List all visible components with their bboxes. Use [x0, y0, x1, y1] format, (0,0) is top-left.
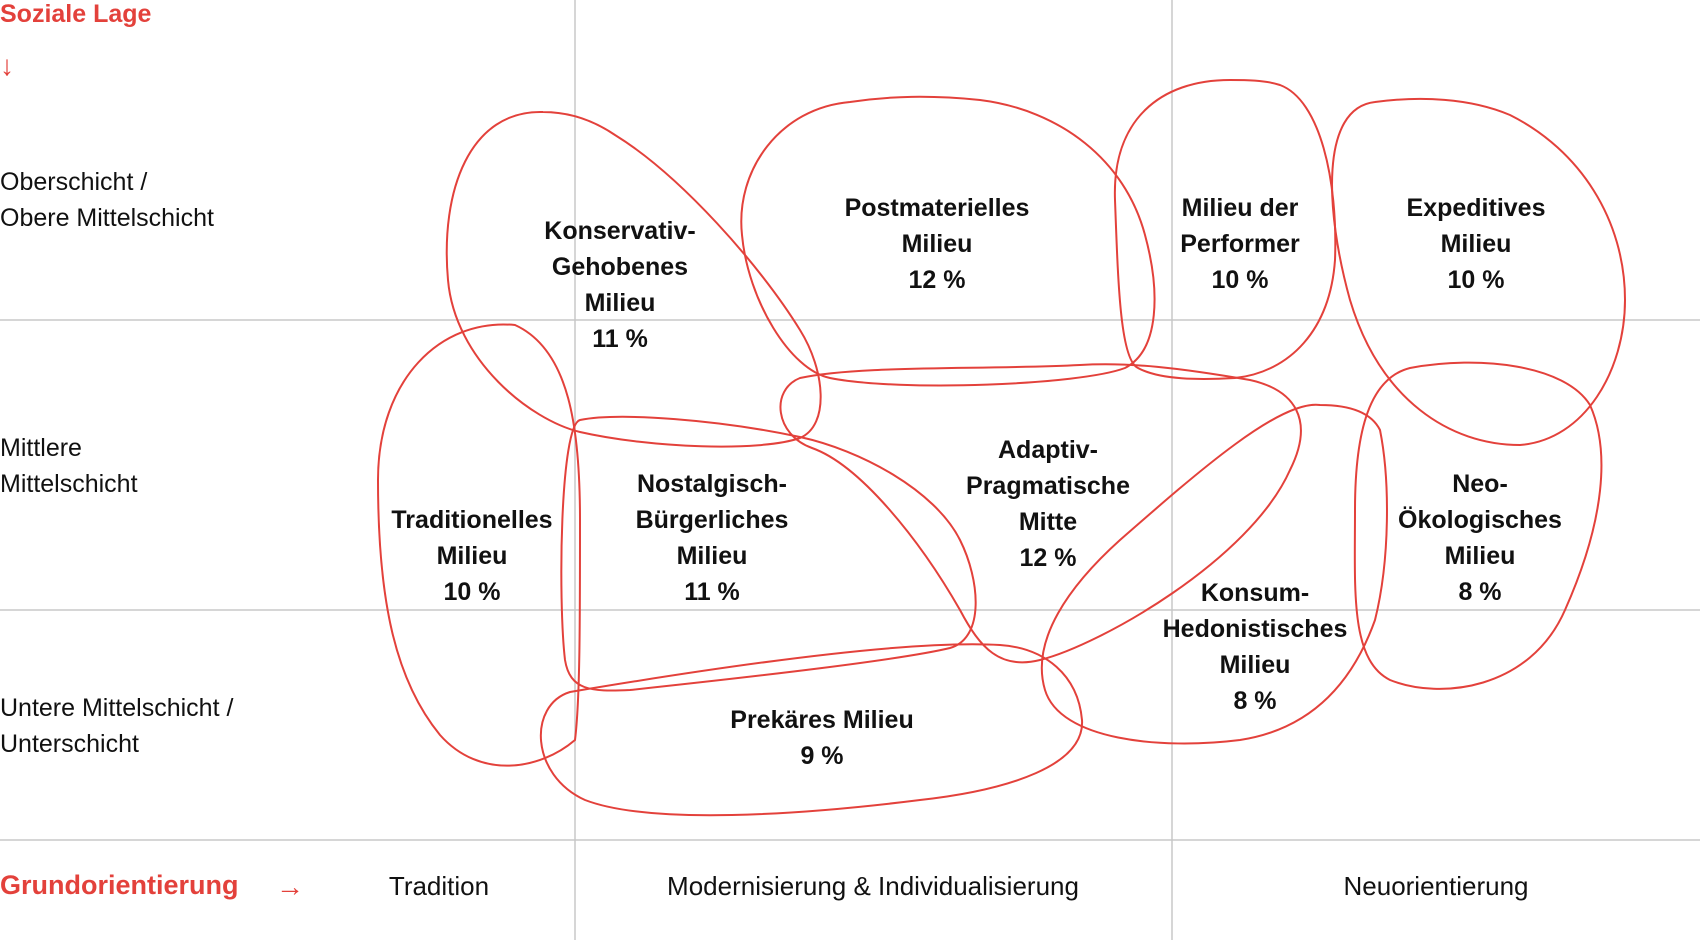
milieu-share: 9 % — [800, 742, 844, 770]
column-label-tradition: Tradition — [388, 871, 490, 901]
milieu-name-line: Nostalgisch- — [636, 470, 788, 498]
shape-konsum — [1040, 403, 1388, 745]
milieu-name-line: Milieu — [436, 542, 508, 570]
milieu-name-line: Konsum- — [1200, 579, 1310, 607]
x-axis-title: Grundorientierung — [0, 870, 239, 900]
row-label-line: Untere Mittelschicht / — [0, 694, 234, 722]
shape-konservativ — [445, 110, 822, 448]
milieu-name-line: Performer — [1180, 230, 1300, 258]
milieu-label-konservativ: Konservativ- Gehobenes Milieu 11 % — [544, 213, 695, 357]
shape-neooeko — [1353, 361, 1603, 690]
milieu-name-line: Milieu — [1440, 230, 1512, 258]
milieu-name-line: Bürgerliches — [635, 506, 789, 534]
milieu-share: 11 % — [592, 325, 648, 353]
row-label-untere: Untere Mittelschicht / Unterschicht — [0, 690, 233, 762]
milieu-name-line: Expeditives — [1406, 194, 1546, 222]
shape-nostalgisch — [560, 415, 977, 692]
milieu-share: 10 % — [443, 578, 501, 606]
milieu-name-line: Milieu — [1444, 542, 1516, 570]
y-axis-title: Soziale Lage — [0, 0, 152, 28]
milieu-share: 8 % — [1458, 578, 1502, 606]
milieu-label-konsum: Konsum- Hedonistisches Milieu 8 % — [1163, 575, 1348, 719]
milieu-name-line: Milieu der — [1181, 194, 1299, 222]
milieu-share: 8 % — [1233, 687, 1277, 715]
shape-traditionell — [376, 323, 582, 767]
milieu-name-line: Milieu — [1219, 651, 1291, 679]
column-label-modernisierung: Modernisierung & Individualisierung — [667, 871, 1079, 901]
milieu-name-line: Adaptiv- — [998, 436, 1098, 464]
shape-prekaer — [539, 643, 1084, 817]
arrow-right-icon: → — [276, 871, 304, 902]
milieu-name-line: Ökologisches — [1398, 506, 1562, 534]
milieu-label-adaptiv: Adaptiv- Pragmatische Mitte 12 % — [966, 432, 1130, 576]
milieu-name-line: Traditionelles — [391, 506, 553, 534]
milieu-label-nostalgisch: Nostalgisch- Bürgerliches Milieu 11 % — [636, 466, 789, 610]
milieu-name-line: Milieu — [584, 289, 656, 317]
arrow-down-icon: ↓ — [0, 50, 14, 81]
milieu-label-postmateriell: Postmaterielles Milieu 12 % — [845, 190, 1030, 298]
shape-expeditiv — [1331, 97, 1627, 447]
milieu-shapes — [376, 78, 1627, 817]
row-label-line: Oberschicht / — [0, 168, 148, 196]
shape-adaptiv — [779, 363, 1302, 664]
row-label-mittlere: Mittlere Mittelschicht — [0, 430, 138, 502]
milieu-label-expeditiv: Expeditives Milieu 10 % — [1407, 190, 1546, 298]
column-label-neuorientierung: Neuorientierung — [1343, 871, 1529, 901]
milieu-name-line: Mitte — [1018, 508, 1078, 536]
row-label-line: Obere Mittelschicht — [0, 204, 214, 232]
milieu-share: 12 % — [1019, 544, 1077, 572]
milieu-share: 10 % — [1211, 266, 1269, 294]
milieu-label-prekaer: Prekäres Milieu 9 % — [730, 702, 913, 774]
milieu-name-line: Postmaterielles — [844, 194, 1030, 222]
milieu-name-line: Prekäres Milieu — [730, 706, 914, 734]
milieu-share: 11 % — [684, 578, 740, 606]
row-label-line: Unterschicht — [0, 730, 139, 758]
row-label-line: Mittlere — [0, 434, 82, 462]
milieu-name-line: Milieu — [676, 542, 748, 570]
milieu-share: 10 % — [1447, 266, 1505, 294]
row-label-line: Mittelschicht — [0, 470, 138, 498]
milieu-name-line: Gehobenes — [551, 253, 689, 281]
milieu-name-line: Konservativ- — [544, 217, 696, 245]
milieu-label-neooeko: Neo- Ökologisches Milieu 8 % — [1398, 466, 1562, 610]
shape-postmateriell — [740, 95, 1156, 387]
row-label-oberschicht: Oberschicht / Obere Mittelschicht — [0, 164, 214, 236]
milieu-name-line: Milieu — [901, 230, 973, 258]
milieu-name-line: Pragmatische — [966, 472, 1130, 500]
shape-performer — [1113, 78, 1337, 380]
milieu-label-performer: Milieu der Performer 10 % — [1180, 190, 1300, 298]
milieu-name-line: Neo- — [1452, 470, 1508, 498]
milieu-label-traditionell: Traditionelles Milieu 10 % — [391, 502, 552, 610]
milieu-share: 12 % — [908, 266, 966, 294]
milieu-name-line: Hedonistisches — [1162, 615, 1348, 643]
